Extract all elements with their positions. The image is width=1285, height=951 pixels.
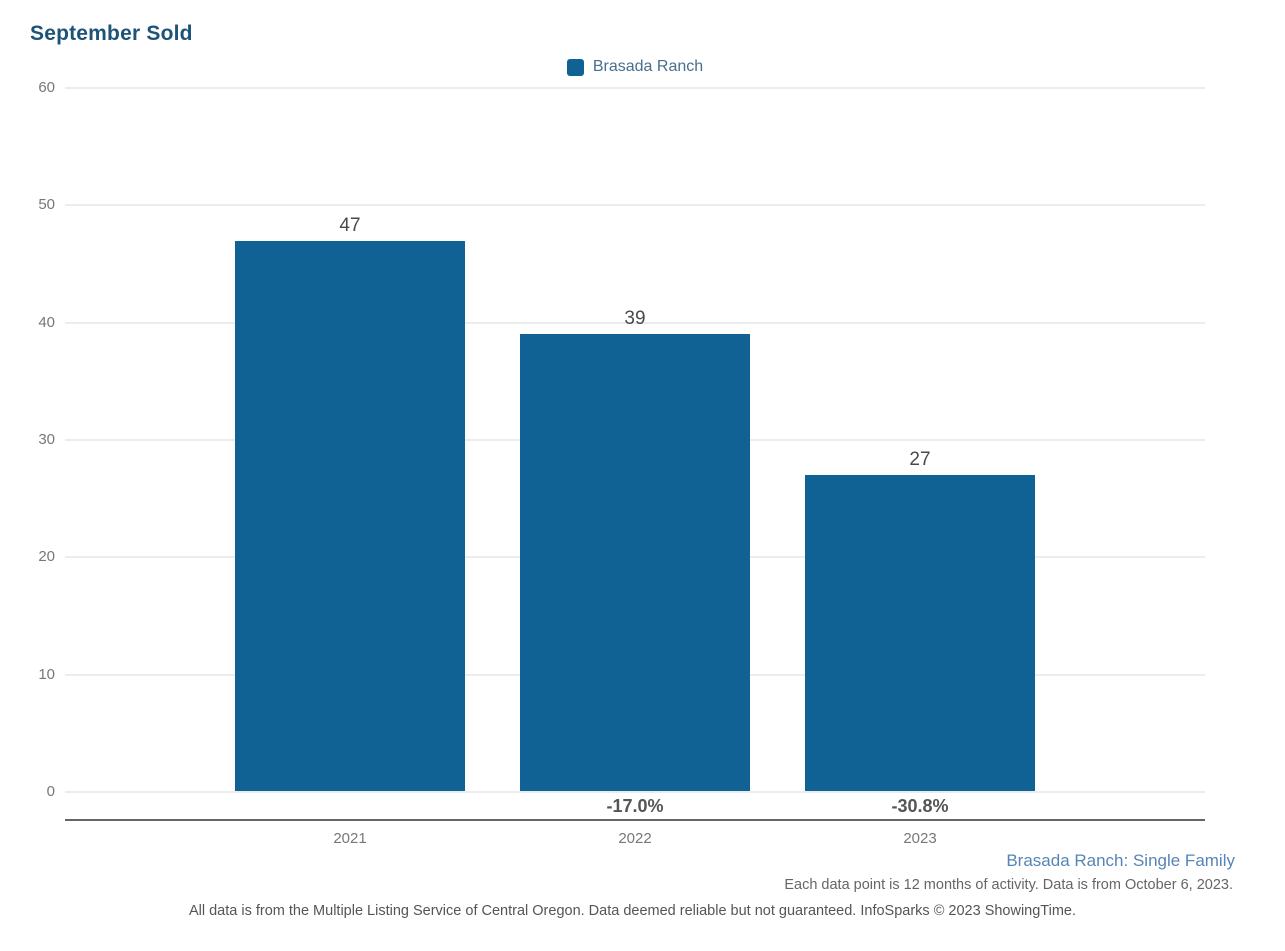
gridline-y-60 [65, 87, 1205, 89]
y-axis-tick-label: 30 [38, 431, 55, 448]
x-axis-line [65, 819, 1205, 821]
gridline-y-0 [65, 791, 1205, 793]
gridline-y-50 [65, 204, 1205, 207]
bar-value-label: 39 [624, 308, 646, 330]
pct-change-label: -30.8% [891, 796, 949, 816]
x-axis-tick-label: 2021 [333, 830, 367, 847]
bar-2022[interactable] [520, 334, 750, 791]
y-axis-tick-label: 10 [38, 665, 55, 683]
data-period-note: Each data point is 12 months of activity… [784, 877, 1233, 893]
pct-change-label: -17.0% [606, 796, 664, 816]
legend-label: Brasada Ranch [592, 58, 704, 75]
legend-swatch-icon [566, 58, 584, 76]
y-axis-tick-label: 40 [38, 313, 55, 331]
y-axis-tick-label: 0 [46, 783, 55, 800]
bar-value-label: 27 [909, 449, 931, 471]
data-source-disclaimer: All data is from the Multiple Listing Se… [188, 903, 1077, 919]
gridline-y-40 [65, 321, 1205, 324]
x-axis-tick-label: 2022 [618, 830, 652, 847]
legend-item[interactable]: Brasada Ranch [65, 56, 1205, 78]
chart-title: September Sold [30, 22, 193, 45]
y-axis-tick-label: 60 [38, 79, 55, 96]
y-axis-tick-label: 50 [38, 196, 55, 214]
y-axis-tick-label: 20 [38, 548, 55, 566]
series-descriptor-text: Brasada Ranch: Single Family [1006, 851, 1235, 870]
x-axis-tick-label: 2023 [903, 830, 937, 847]
bar-2021[interactable] [235, 240, 465, 791]
bar-value-label: 47 [339, 214, 361, 236]
bar-2023[interactable] [805, 475, 1035, 791]
